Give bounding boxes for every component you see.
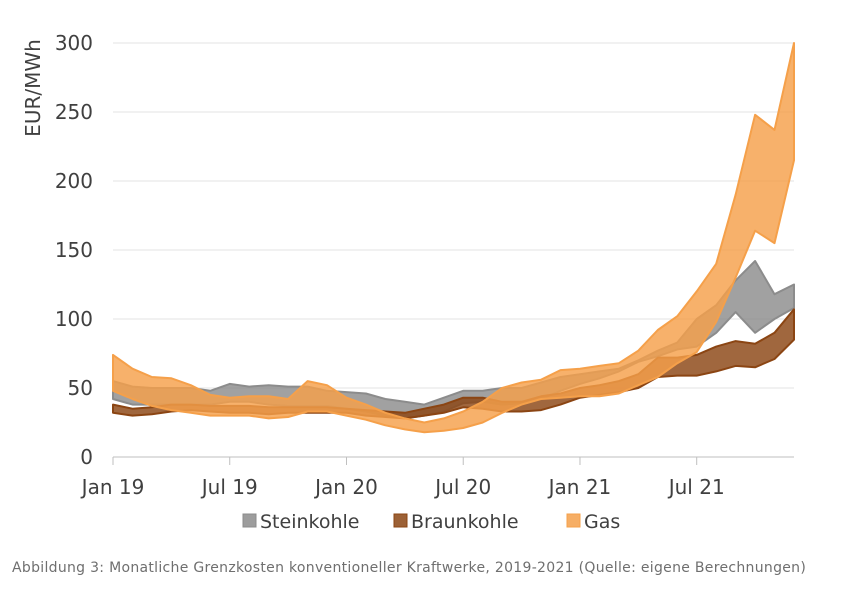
y-tick-label: 0: [80, 445, 93, 469]
band-gas: [112, 42, 795, 434]
legend-item-steinkohle: Steinkohle: [242, 511, 359, 533]
y-tick-label: 150: [55, 238, 93, 262]
x-tick-label: Jan 19: [80, 475, 145, 499]
y-tick-label: 300: [55, 31, 93, 55]
x-tick-label: Jan 21: [547, 475, 612, 499]
y-tick-label: 100: [55, 307, 93, 331]
y-tick-label: 250: [55, 100, 93, 124]
legend-swatch: [393, 513, 408, 528]
legend-swatch: [566, 513, 581, 528]
legend: Steinkohle Braunkohle Gas: [242, 511, 620, 533]
y-tick-label: 50: [68, 376, 93, 400]
legend-label: Steinkohle: [260, 511, 359, 533]
x-tick-label: Jan 20: [313, 475, 378, 499]
legend-swatch: [242, 513, 257, 528]
x-tick-label: Jul 19: [200, 475, 258, 499]
axis-layer: 0 50 100 150 200 250 300 EUR/MWh Jan 19 Jul 19 Jan…: [21, 31, 794, 499]
y-tick-label: 200: [55, 169, 93, 193]
legend-label: Braunkohle: [411, 511, 519, 533]
x-tick-label: Jul 20: [433, 475, 491, 499]
legend-item-gas: Gas: [566, 511, 620, 533]
x-tick-label: Jul 21: [667, 475, 725, 499]
legend-item-braunkohle: Braunkohle: [393, 511, 519, 533]
figure-caption: Abbildung 3: Monatliche Grenzkosten konv…: [12, 560, 807, 576]
legend-label: Gas: [584, 511, 620, 533]
band-layer: [112, 42, 795, 434]
y-axis-title: EUR/MWh: [21, 39, 45, 137]
